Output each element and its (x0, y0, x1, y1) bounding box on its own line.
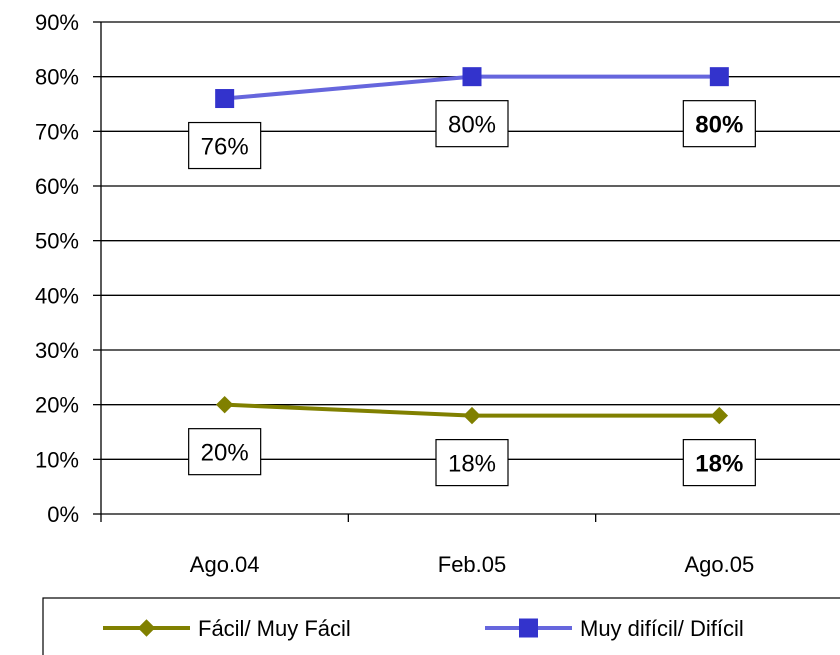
x-tick-label: Ago.04 (190, 552, 260, 577)
legend-item: Fácil/ Muy Fácil (103, 616, 351, 641)
y-tick-label: 10% (35, 447, 79, 472)
x-tick-label: Ago.05 (684, 552, 754, 577)
data-label-box (188, 121, 262, 170)
diamond-marker (463, 406, 481, 425)
data-label: 76% (188, 121, 262, 170)
data-label-text: 20% (201, 440, 249, 467)
data-label-text: 76% (201, 134, 249, 161)
data-label: 80% (682, 100, 756, 148)
data-label-box (435, 439, 509, 487)
y-tick-label: 40% (35, 283, 79, 308)
legend-square-marker (519, 618, 538, 638)
data-label-text: 80% (695, 112, 743, 139)
data-label: 80% (435, 100, 509, 148)
data-label: 18% (435, 439, 509, 487)
square-marker (215, 89, 235, 109)
data-label-text: 18% (695, 451, 743, 478)
data-label-box (188, 428, 262, 476)
y-tick-label: 50% (35, 229, 79, 254)
gridlines (101, 21, 840, 460)
axes (93, 21, 840, 522)
y-tick-label: 20% (35, 393, 79, 418)
square-marker (709, 67, 729, 87)
legend-label: Fácil/ Muy Fácil (198, 616, 351, 641)
data-label-text: 18% (448, 451, 496, 478)
data-label-box (435, 100, 509, 148)
legend: Fácil/ Muy Fácil Muy difícil/ Difícil (42, 597, 840, 655)
y-tick-label: 30% (35, 338, 79, 363)
data-labels: 20% 18% 18% 76% 80% 80% (188, 100, 756, 487)
data-label-box (682, 439, 756, 487)
y-tick-label: 70% (35, 119, 79, 144)
data-label-box (682, 100, 756, 148)
data-label: 18% (682, 439, 756, 487)
x-tick-labels: Ago.04 Feb.05 Ago.05 (190, 552, 754, 577)
y-tick-label: 0% (47, 502, 79, 527)
x-tick-label: Feb.05 (438, 552, 507, 577)
legend-label: Muy difícil/ Difícil (580, 616, 744, 641)
data-label: 20% (188, 428, 262, 476)
y-tick-labels: 0% 10% 20% 30% 40% 50% 60% 70% 80% 90% (35, 10, 79, 527)
legend-diamond-marker (137, 619, 156, 637)
diamond-marker (710, 406, 729, 425)
y-tick-label: 90% (35, 10, 79, 35)
y-tick-label: 80% (35, 65, 79, 90)
legend-item: Muy difícil/ Difícil (485, 616, 744, 641)
y-tick-label: 60% (35, 174, 79, 199)
square-marker (462, 67, 482, 87)
data-label-text: 80% (448, 112, 496, 139)
diamond-marker (215, 395, 234, 414)
series-markers (215, 67, 729, 425)
